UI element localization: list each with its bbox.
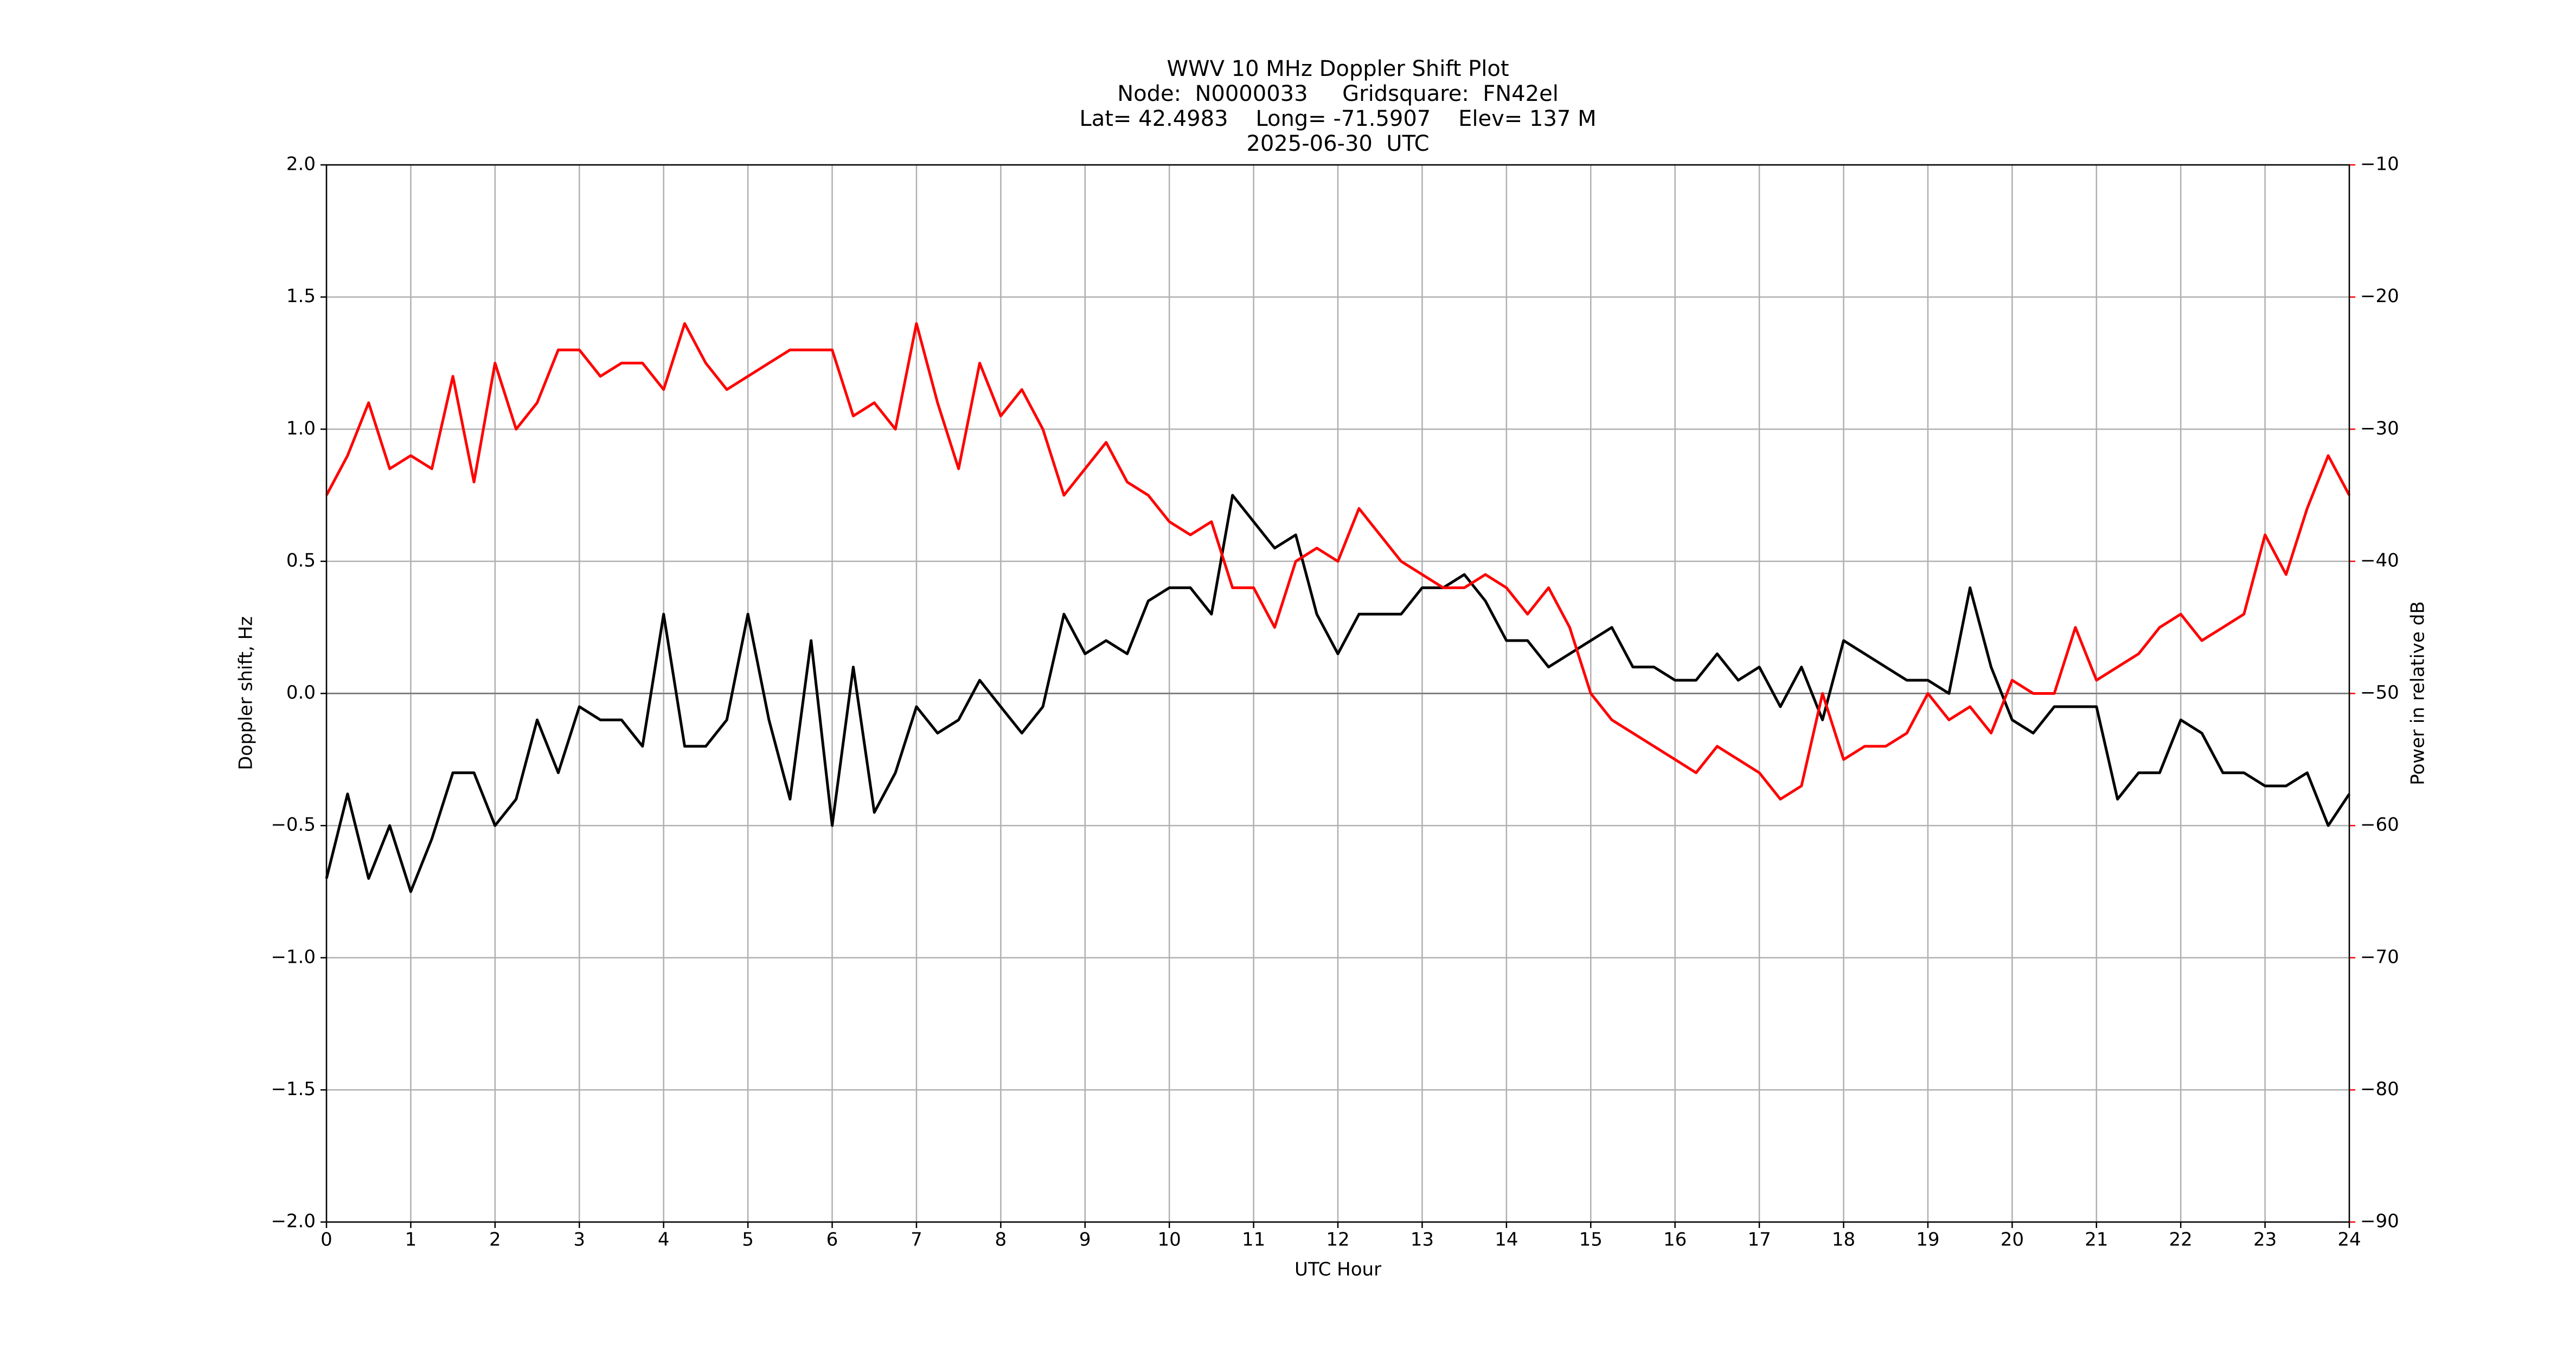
y2-tick-label: −50 (2360, 682, 2399, 703)
x-axis-label: UTC Hour (1295, 1259, 1381, 1281)
chart-title: Node: N0000033 Gridsquare: FN42el (1117, 81, 1559, 106)
chart-title: 2025-06-30 UTC (1246, 131, 1429, 156)
y2-tick-label: −60 (2360, 814, 2399, 836)
x-tick-label: 8 (995, 1229, 1007, 1251)
x-tick-label: 16 (1663, 1229, 1687, 1251)
x-tick-label: 3 (573, 1229, 585, 1251)
x-tick-label: 20 (2001, 1229, 2024, 1251)
x-tick-label: 22 (2169, 1229, 2193, 1251)
plot-frame (325, 164, 2350, 1223)
x-tick-label: 18 (1832, 1229, 1855, 1251)
x-tick-label: 21 (2085, 1229, 2108, 1251)
y-tick-label: 0.0 (286, 682, 316, 703)
y2-tick-label: −90 (2360, 1211, 2399, 1232)
x-tick-label: 7 (911, 1229, 922, 1251)
y2-tick-label: −70 (2360, 946, 2399, 968)
x-tick-label: 2 (489, 1229, 501, 1251)
y-tick-label: −1.5 (271, 1078, 316, 1100)
y2-tick-label: −10 (2360, 153, 2399, 175)
x-tick-label: 12 (1326, 1229, 1349, 1251)
y2-tick-label: −30 (2360, 418, 2399, 439)
x-tick-label: 19 (1916, 1229, 1939, 1251)
x-tick-label: 6 (826, 1229, 838, 1251)
x-tick-label: 1 (405, 1229, 417, 1251)
x-tick-label: 15 (1579, 1229, 1603, 1251)
x-tick-label: 0 (321, 1229, 332, 1251)
x-tick-label: 17 (1747, 1229, 1771, 1251)
y-tick-label: 2.0 (286, 153, 316, 175)
x-tick-label: 11 (1242, 1229, 1265, 1251)
y-tick-label: −0.5 (271, 814, 316, 836)
x-tick-label: 23 (2253, 1229, 2277, 1251)
y-tick-label: −1.0 (271, 946, 316, 968)
y-tick-label: 1.5 (286, 285, 316, 307)
x-tick-label: 13 (1411, 1229, 1434, 1251)
x-tick-label: 4 (658, 1229, 670, 1251)
y-tick-label: −2.0 (271, 1211, 316, 1232)
y-tick-label: 1.0 (286, 418, 316, 439)
y-axis-label: Doppler shift, Hz (235, 616, 257, 770)
y2-tick-label: −40 (2360, 549, 2399, 571)
data-line (325, 322, 2351, 801)
x-tick-label: 14 (1495, 1229, 1518, 1251)
y2-tick-label: −20 (2360, 285, 2399, 307)
y-tick-label: 0.5 (286, 549, 316, 571)
x-tick-label: 9 (1079, 1229, 1091, 1251)
x-tick-label: 5 (742, 1229, 754, 1251)
y2-axis-label: Power in relative dB (2407, 601, 2429, 785)
chart-title: Lat= 42.4983 Long= -71.5907 Elev= 137 M (1079, 106, 1596, 131)
x-tick-label: 24 (2337, 1229, 2361, 1251)
data-line (325, 494, 2351, 893)
y2-tick-label: −80 (2360, 1078, 2399, 1100)
chart-title: WWV 10 MHz Doppler Shift Plot (1167, 56, 1509, 81)
x-tick-label: 10 (1158, 1229, 1181, 1251)
